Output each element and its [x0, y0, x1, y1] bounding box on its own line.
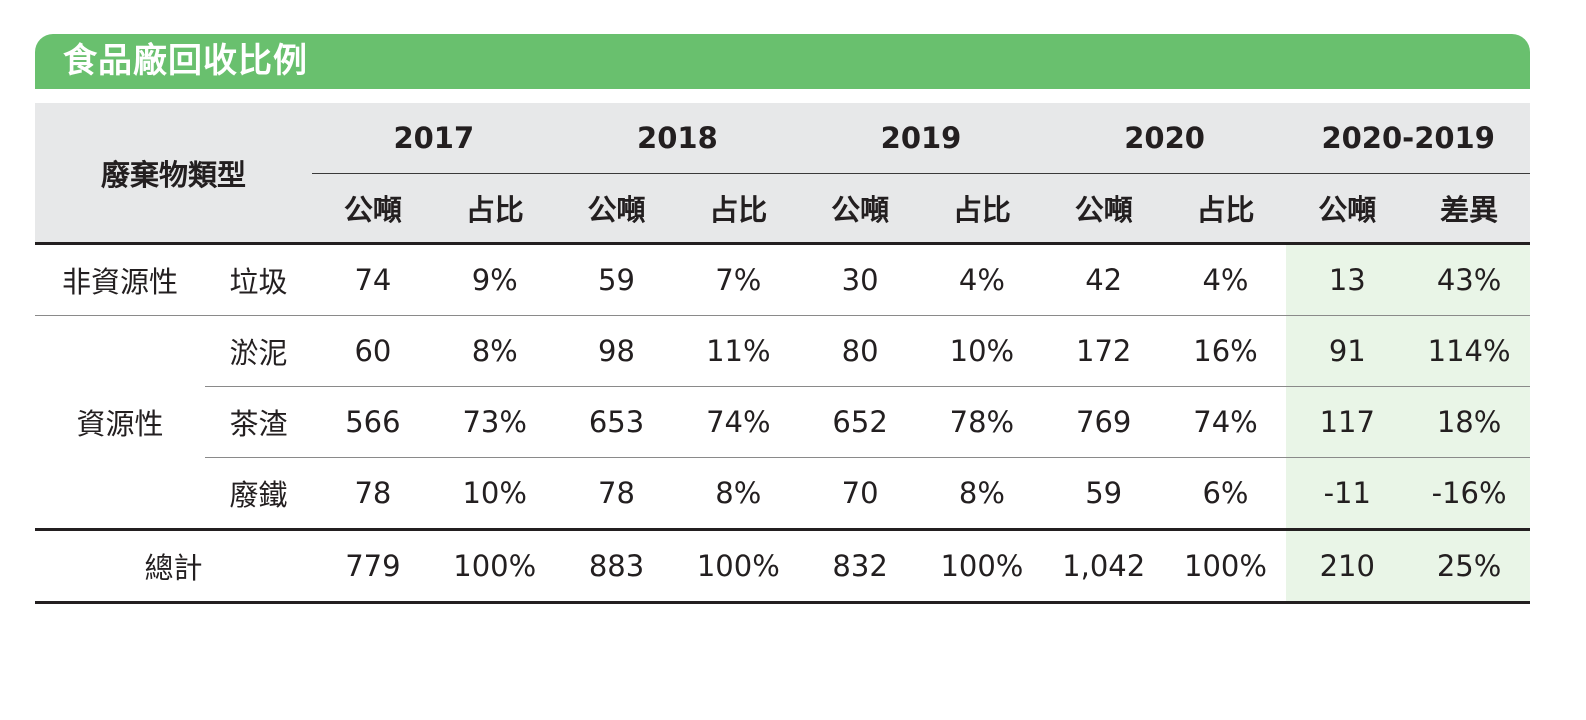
- cell-value: 30: [799, 243, 921, 316]
- cell-value: 78: [312, 457, 434, 531]
- unit-ton-header: 公噸: [1042, 173, 1165, 245]
- cell-diff: 117: [1286, 386, 1409, 458]
- waste-name: 淤泥: [205, 315, 313, 387]
- cell-value: 100%: [1164, 529, 1287, 604]
- cell-value: 1,042: [1042, 529, 1165, 604]
- unit-ton-header: 公噸: [555, 173, 678, 245]
- cell-value: 100%: [433, 529, 556, 604]
- cell-value: 74%: [677, 386, 800, 458]
- recycling-table: 廢棄物類型 2017 2018 2019 2020 2020-2019 公噸 占…: [35, 103, 1530, 604]
- unit-ton-header: 公噸: [799, 173, 921, 245]
- waste-name: 垃圾: [205, 243, 313, 316]
- cell-diff: 18%: [1408, 386, 1530, 458]
- cell-value: 42: [1042, 243, 1165, 316]
- cell-diff: 43%: [1408, 243, 1530, 316]
- total-label: 總計: [35, 529, 313, 604]
- unit-share-header: 占比: [433, 173, 556, 245]
- year-header-2019: 2019: [799, 103, 1043, 174]
- cell-diff: -11: [1286, 457, 1409, 531]
- category-non-resource: 非資源性: [35, 243, 205, 316]
- cell-value: 8%: [433, 315, 556, 387]
- cell-value: 172: [1042, 315, 1165, 387]
- cell-value: 59: [555, 243, 678, 316]
- cell-value: 11%: [677, 315, 800, 387]
- cell-value: 883: [555, 529, 678, 604]
- cell-value: 73%: [433, 386, 556, 458]
- unit-share-header: 占比: [921, 173, 1043, 245]
- header-year-row: 廢棄物類型 2017 2018 2019 2020 2020-2019: [35, 103, 1530, 245]
- waste-type-header: 廢棄物類型: [35, 103, 313, 245]
- unit-ton-header: 公噸: [312, 173, 434, 245]
- cell-value: 78: [555, 457, 678, 531]
- cell-value: 59: [1042, 457, 1165, 531]
- cell-value: 16%: [1164, 315, 1287, 387]
- unit-diff-header: 差異: [1408, 173, 1530, 245]
- table-row-sludge: 資源性 淤泥 60 8% 98 11% 80 10% 172 16% 91 11…: [35, 315, 1530, 531]
- cell-diff: 13: [1286, 243, 1409, 316]
- cell-value: 769: [1042, 386, 1165, 458]
- cell-value: 4%: [1164, 243, 1287, 316]
- year-header-diff: 2020-2019: [1286, 103, 1530, 174]
- page-title: 食品廠回收比例: [63, 41, 308, 81]
- unit-share-header: 占比: [677, 173, 800, 245]
- cell-value: 7%: [677, 243, 800, 316]
- cell-value: 98: [555, 315, 678, 387]
- table-row-total: 總計 779 100% 883 100% 832 100% 1,042 100%…: [35, 529, 1530, 604]
- cell-value: 10%: [433, 457, 556, 531]
- cell-value: 100%: [677, 529, 800, 604]
- cell-value: 9%: [433, 243, 556, 316]
- year-header-2020: 2020: [1042, 103, 1287, 174]
- cell-value: 78%: [921, 386, 1043, 458]
- cell-diff: 91: [1286, 315, 1409, 387]
- cell-value: 8%: [677, 457, 800, 531]
- cell-value: 74: [312, 243, 434, 316]
- cell-value: 80: [799, 315, 921, 387]
- cell-value: 100%: [921, 529, 1043, 604]
- year-header-2018: 2018: [555, 103, 800, 174]
- title-bar: 食品廠回收比例: [35, 34, 1530, 89]
- cell-diff: 25%: [1408, 529, 1530, 604]
- cell-value: 60: [312, 315, 434, 387]
- cell-value: 832: [799, 529, 921, 604]
- table-row-garbage: 非資源性 垃圾 74 9% 59 7% 30 4% 42 4% 13 43%: [35, 243, 1530, 316]
- cell-diff: 210: [1286, 529, 1409, 604]
- cell-value: 6%: [1164, 457, 1287, 531]
- table-row-tea: 茶渣 566 73% 653 74% 652 78% 769 74% 117 1…: [35, 386, 1530, 458]
- cell-value: 653: [555, 386, 678, 458]
- unit-share-header: 占比: [1164, 173, 1287, 245]
- category-resource: 資源性: [35, 315, 205, 531]
- cell-value: 10%: [921, 315, 1043, 387]
- waste-name: 茶渣: [205, 386, 313, 458]
- cell-value: 779: [312, 529, 434, 604]
- cell-value: 8%: [921, 457, 1043, 531]
- cell-value: 566: [312, 386, 434, 458]
- cell-diff: 114%: [1408, 315, 1530, 387]
- cell-value: 74%: [1164, 386, 1287, 458]
- year-header-2017: 2017: [312, 103, 556, 174]
- cell-value: 652: [799, 386, 921, 458]
- table-row-iron: 廢鐵 78 10% 78 8% 70 8% 59 6% -11 -16%: [35, 457, 1530, 531]
- cell-value: 4%: [921, 243, 1043, 316]
- unit-ton-header: 公噸: [1286, 173, 1409, 245]
- waste-name: 廢鐵: [205, 457, 313, 531]
- cell-diff: -16%: [1408, 457, 1530, 531]
- cell-value: 70: [799, 457, 921, 531]
- header-unit-row: 公噸 占比 公噸 占比 公噸 占比 公噸 占比 公噸 差異: [35, 173, 1530, 245]
